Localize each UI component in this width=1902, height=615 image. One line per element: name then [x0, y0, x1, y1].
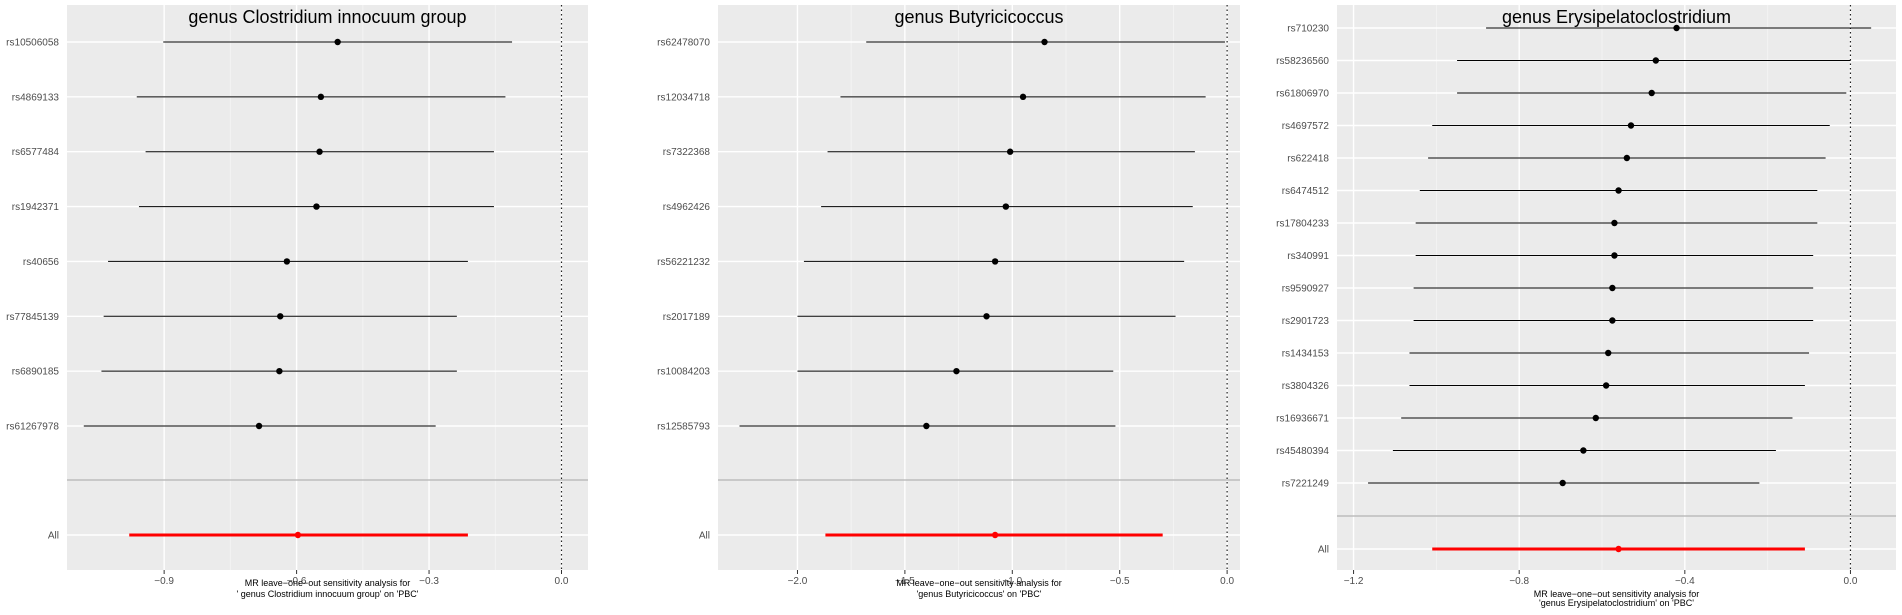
snp-label: rs6474512 — [1282, 186, 1330, 197]
snp-label: rs9590927 — [1282, 284, 1330, 295]
x-axis-label: 'genus Butyricicoccus' on 'PBC' — [917, 589, 1042, 599]
estimate-point — [255, 422, 263, 430]
estimate-point — [923, 422, 930, 430]
snp-label: rs4869133 — [12, 92, 60, 103]
estimate-point — [1627, 122, 1635, 129]
estimate-point — [991, 258, 999, 265]
plot-background — [718, 5, 1240, 570]
estimate-point — [1648, 89, 1655, 97]
snp-label: rs3804326 — [1282, 381, 1330, 392]
summary-estimate-point — [991, 531, 999, 539]
snp-label: rs2017189 — [663, 312, 711, 323]
x-tick-label: −0.6 — [287, 576, 307, 587]
snp-label: rs340991 — [1287, 251, 1329, 262]
snp-label: rs58236560 — [1276, 56, 1329, 67]
snp-label: rs710230 — [1287, 24, 1329, 35]
x-axis-label: MR leave−one−out sensitivity analysis fo… — [245, 578, 411, 588]
estimate-point — [1615, 187, 1622, 194]
estimate-point — [1006, 148, 1014, 155]
estimate-point — [953, 367, 960, 375]
panel-title: genus Clostridium innocuum group — [188, 7, 466, 27]
estimate-point — [1623, 154, 1631, 162]
plot-background — [67, 5, 588, 570]
snp-label: rs77845139 — [6, 312, 59, 323]
panel-title: genus Butyricicoccus — [894, 7, 1063, 27]
snp-label: rs4962426 — [663, 202, 711, 213]
forest-plot-panel-butyricicoccus: rs62478070 rs12034718 rs7322368 rs4962426 rs… — [657, 5, 1240, 599]
estimate-point — [276, 367, 283, 375]
estimate-point — [1592, 414, 1599, 422]
estimate-point — [1559, 479, 1566, 487]
summary-estimate-point — [294, 531, 302, 539]
snp-label: rs61267978 — [6, 422, 59, 433]
estimate-point — [1652, 57, 1660, 64]
x-axis-label: 'genus Erysipelatoclostridium' on 'PBC' — [1539, 598, 1694, 608]
snp-label: rs622418 — [1287, 154, 1329, 165]
estimate-point — [1019, 93, 1027, 101]
x-axis-label: ' genus Clostridium innocuum group' on '… — [237, 589, 419, 599]
x-tick-label: −1.2 — [1344, 576, 1364, 587]
estimate-point — [1609, 284, 1616, 292]
x-tick-label: 0.0 — [1843, 576, 1857, 587]
x-axis-label: MR leave−one−out sensitivity analysis fo… — [1534, 589, 1700, 599]
snp-label: rs16936671 — [1276, 414, 1329, 425]
estimate-point — [313, 203, 320, 210]
snp-label: rs4697572 — [1282, 121, 1330, 132]
estimate-point — [1673, 24, 1680, 32]
snp-label: rs7322368 — [663, 147, 711, 158]
snp-label: rs6890185 — [12, 367, 60, 378]
snp-label: rs10084203 — [657, 367, 710, 378]
estimate-point — [334, 38, 341, 46]
estimate-point — [1609, 317, 1616, 324]
snp-label: rs10506058 — [6, 38, 59, 49]
estimate-point — [983, 313, 990, 320]
estimate-point — [1605, 349, 1612, 357]
snp-label: rs6577484 — [12, 147, 60, 158]
x-tick-label: −1.0 — [1002, 576, 1022, 587]
snp-label: rs1434153 — [1282, 349, 1330, 360]
estimate-point — [1002, 203, 1010, 210]
snp-label: rs2901723 — [1282, 316, 1330, 327]
x-tick-label: 0.0 — [555, 576, 569, 587]
x-tick-label: −2.0 — [788, 576, 808, 587]
snp-label: rs7221249 — [1282, 479, 1330, 490]
snp-label: rs1942371 — [12, 202, 60, 213]
x-tick-label: 0.0 — [1220, 576, 1234, 587]
snp-label: rs40656 — [23, 257, 60, 268]
snp-label: rs45480394 — [1276, 446, 1329, 457]
summary-label: All — [1318, 545, 1329, 556]
summary-estimate-point — [1615, 545, 1622, 553]
snp-label: rs12034718 — [657, 92, 710, 103]
x-tick-label: −0.8 — [1509, 576, 1529, 587]
snp-label: rs17804233 — [1276, 219, 1329, 230]
estimate-point — [277, 313, 284, 320]
snp-label: rs12585793 — [657, 422, 710, 433]
estimate-point — [1602, 382, 1610, 389]
estimate-point — [1580, 447, 1587, 454]
snp-label: rs61806970 — [1276, 89, 1329, 100]
forest-plot-panel-clostridium: rs10506058 rs4869133 rs6577484 rs1942371 rs4… — [6, 5, 588, 599]
forest-plot-panel-erysipelatoclostridium: rs710230 rs58236560 rs61806970 rs4697572 rs6… — [1276, 5, 1896, 608]
snp-label: rs56221232 — [657, 257, 710, 268]
snp-label: rs62478070 — [657, 38, 710, 49]
x-tick-label: −0.9 — [154, 576, 174, 587]
x-axis-label: MR leave−one−out sensitivity analysis fo… — [896, 578, 1062, 588]
estimate-point — [1611, 219, 1618, 227]
estimate-point — [1611, 252, 1618, 259]
estimate-point — [316, 148, 323, 155]
estimate-point — [317, 93, 325, 101]
summary-label: All — [699, 531, 710, 542]
summary-label: All — [48, 531, 59, 542]
estimate-point — [283, 258, 291, 265]
x-tick-label: −0.4 — [1675, 576, 1695, 587]
x-tick-label: −1.5 — [895, 576, 915, 587]
estimate-point — [1041, 38, 1048, 46]
x-tick-label: −0.5 — [1110, 576, 1130, 587]
panel-title: genus Erysipelatoclostridium — [1502, 7, 1731, 27]
x-tick-label: −0.3 — [419, 576, 439, 587]
